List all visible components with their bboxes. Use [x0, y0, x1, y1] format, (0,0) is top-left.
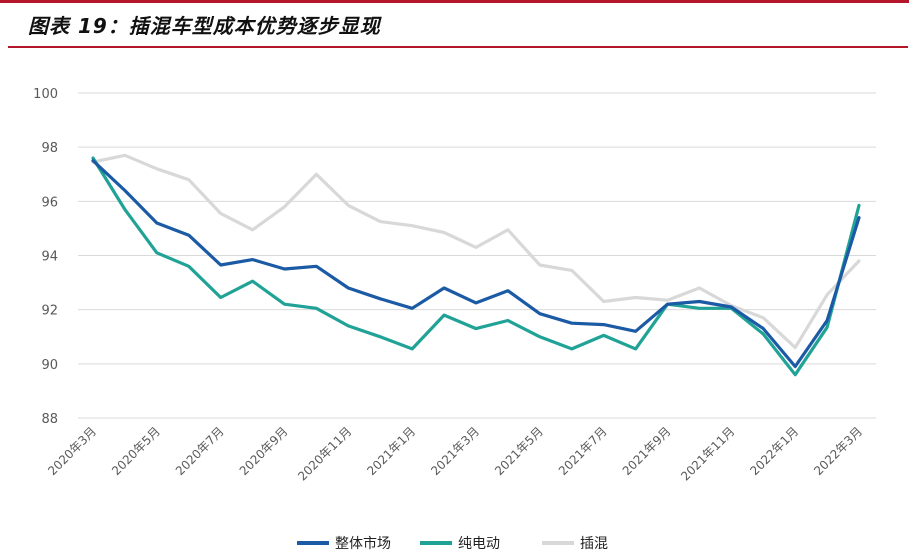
y-tick-label-90: 90	[41, 358, 58, 373]
x-tick-label-6: 2021年3月	[428, 424, 482, 478]
y-tick-label-92: 92	[41, 304, 58, 319]
y-tick-label-96: 96	[41, 195, 58, 210]
x-tick-label-2: 2020年7月	[173, 424, 227, 478]
top-rule	[0, 0, 909, 3]
figure-caption: 图表 19：插混车型成本优势逐步显现	[28, 14, 381, 38]
x-tick-label-7: 2021年5月	[492, 424, 546, 478]
x-tick-label-11: 2022年1月	[747, 424, 801, 478]
x-tick-label-5: 2021年1月	[364, 424, 418, 478]
x-tick-label-10: 2021年11月	[678, 424, 737, 483]
y-tick-label-100: 100	[33, 87, 58, 102]
legend-label-1: 纯电动	[458, 536, 500, 552]
series-line-1	[91, 156, 861, 377]
legend-label-2: 插混	[580, 536, 608, 552]
x-tick-label-1: 2020年5月	[109, 424, 163, 478]
x-tick-label-9: 2021年9月	[620, 424, 674, 478]
x-tick-label-12: 2022年3月	[811, 424, 865, 478]
caption-rule	[8, 46, 908, 48]
x-tick-label-0: 2020年3月	[45, 424, 99, 478]
y-tick-label-88: 88	[41, 412, 58, 427]
x-tick-label-3: 2020年9月	[237, 424, 291, 478]
y-tick-label-94: 94	[41, 250, 58, 265]
x-tick-label-4: 2020年11月	[295, 424, 354, 483]
y-tick-label-98: 98	[41, 141, 58, 156]
legend-label-0: 整体市场	[335, 535, 391, 552]
x-tick-label-8: 2021年7月	[556, 424, 610, 478]
series-line-0	[91, 159, 861, 369]
